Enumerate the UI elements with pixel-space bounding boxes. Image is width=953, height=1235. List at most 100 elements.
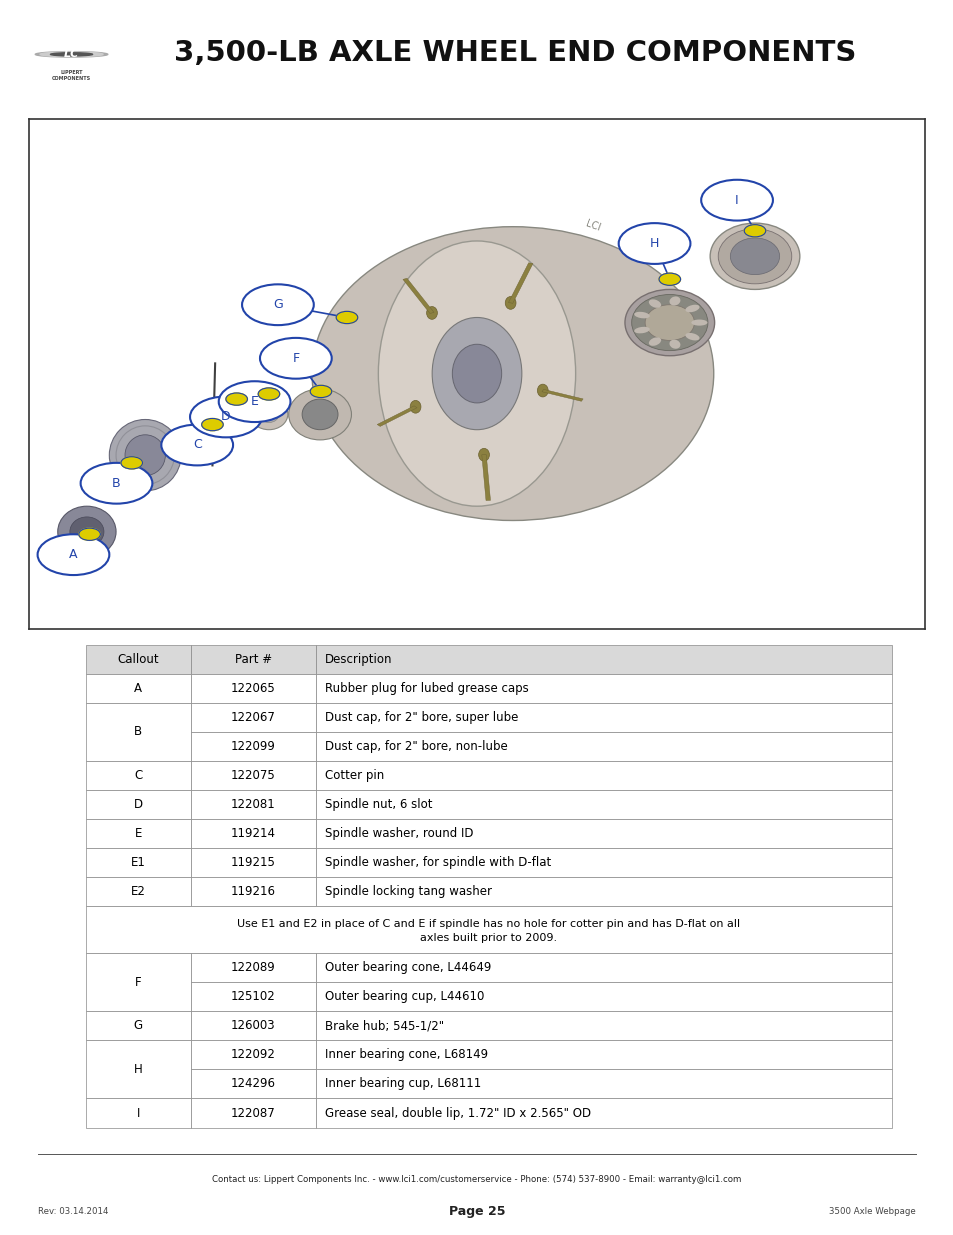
Circle shape <box>218 382 290 422</box>
Ellipse shape <box>478 448 489 461</box>
Text: Rev: 03.14.2014: Rev: 03.14.2014 <box>38 1207 109 1216</box>
Text: Spindle nut, 6 slot: Spindle nut, 6 slot <box>325 798 433 811</box>
Ellipse shape <box>312 227 713 520</box>
Bar <box>191 1070 315 1098</box>
Bar <box>315 819 891 848</box>
Text: Callout: Callout <box>117 653 159 666</box>
Circle shape <box>121 457 142 469</box>
Text: Inner bearing cup, L68111: Inner bearing cup, L68111 <box>325 1077 481 1091</box>
Ellipse shape <box>302 399 337 430</box>
Bar <box>191 703 315 732</box>
Ellipse shape <box>709 224 799 289</box>
Text: G: G <box>133 1019 143 1032</box>
Bar <box>315 790 891 819</box>
Bar <box>191 732 315 761</box>
Text: B: B <box>134 725 142 739</box>
Text: D: D <box>221 410 231 424</box>
FancyArrow shape <box>481 454 490 500</box>
Circle shape <box>35 52 108 57</box>
Text: AXLES AND SUSPENSION: AXLES AND SUSPENSION <box>370 96 583 112</box>
Text: Dust cap, for 2" bore, super lube: Dust cap, for 2" bore, super lube <box>325 711 518 724</box>
Bar <box>86 1011 191 1040</box>
Circle shape <box>242 284 314 325</box>
Text: G: G <box>273 298 282 311</box>
Text: 122089: 122089 <box>231 961 275 974</box>
Ellipse shape <box>669 296 679 305</box>
Text: axles built prior to 2009.: axles built prior to 2009. <box>420 934 557 944</box>
Ellipse shape <box>426 306 436 320</box>
Bar <box>315 877 891 906</box>
Ellipse shape <box>730 238 779 274</box>
Bar <box>191 761 315 790</box>
Text: Outer bearing cone, L44649: Outer bearing cone, L44649 <box>325 961 491 974</box>
Bar <box>315 1070 891 1098</box>
Circle shape <box>258 388 279 400</box>
FancyArrow shape <box>508 263 533 304</box>
FancyArrow shape <box>376 406 416 426</box>
Circle shape <box>201 419 223 431</box>
Ellipse shape <box>634 311 649 319</box>
Bar <box>191 1098 315 1128</box>
Ellipse shape <box>684 333 699 341</box>
Text: I: I <box>735 194 738 206</box>
Bar <box>191 674 315 703</box>
Ellipse shape <box>669 340 679 348</box>
Ellipse shape <box>634 327 649 333</box>
Text: H: H <box>649 237 659 249</box>
Polygon shape <box>214 393 258 436</box>
Text: E2: E2 <box>131 885 146 898</box>
Bar <box>315 982 891 1011</box>
Text: LC: LC <box>64 49 79 59</box>
Text: 119214: 119214 <box>231 827 275 840</box>
Bar <box>86 877 191 906</box>
Ellipse shape <box>432 317 521 430</box>
FancyArrow shape <box>541 389 582 401</box>
Bar <box>86 1040 191 1098</box>
Text: 125102: 125102 <box>231 990 275 1003</box>
Text: LIPPERT
COMPONENTS: LIPPERT COMPONENTS <box>51 70 91 82</box>
Ellipse shape <box>452 345 501 403</box>
Text: 122065: 122065 <box>231 682 275 695</box>
Text: Part #: Part # <box>234 653 272 666</box>
Bar <box>191 1040 315 1070</box>
Text: 122075: 122075 <box>231 769 275 782</box>
Circle shape <box>260 338 332 379</box>
Circle shape <box>190 396 261 437</box>
Ellipse shape <box>691 320 707 326</box>
Ellipse shape <box>125 435 165 475</box>
Bar <box>191 982 315 1011</box>
Circle shape <box>310 385 332 398</box>
Bar <box>191 848 315 877</box>
Bar <box>315 703 891 732</box>
Circle shape <box>743 225 765 237</box>
Text: Outer bearing cup, L44610: Outer bearing cup, L44610 <box>325 990 484 1003</box>
Circle shape <box>226 393 247 405</box>
Text: Spindle washer, for spindle with D-flat: Spindle washer, for spindle with D-flat <box>325 856 551 869</box>
Bar <box>191 877 315 906</box>
Circle shape <box>161 425 233 466</box>
Bar <box>191 953 315 982</box>
Ellipse shape <box>684 305 699 312</box>
FancyArrow shape <box>402 278 434 314</box>
Bar <box>191 645 315 674</box>
Text: 3500 Axle Webpage: 3500 Axle Webpage <box>828 1207 915 1216</box>
Text: E: E <box>134 827 142 840</box>
Text: 119216: 119216 <box>231 885 275 898</box>
Text: E: E <box>251 395 258 408</box>
Text: Rubber plug for lubed grease caps: Rubber plug for lubed grease caps <box>325 682 529 695</box>
Text: F: F <box>292 352 299 364</box>
Circle shape <box>700 180 772 221</box>
Text: C: C <box>193 438 201 452</box>
Text: 119215: 119215 <box>231 856 275 869</box>
Bar <box>86 819 191 848</box>
Text: D: D <box>133 798 143 811</box>
Text: 122087: 122087 <box>231 1107 275 1119</box>
Ellipse shape <box>229 408 245 421</box>
Text: Spindle locking tang washer: Spindle locking tang washer <box>325 885 492 898</box>
Bar <box>315 1011 891 1040</box>
Bar <box>315 674 891 703</box>
Bar <box>86 703 191 761</box>
Text: 3,500-LB AXLE WHEEL END COMPONENTS: 3,500-LB AXLE WHEEL END COMPONENTS <box>173 40 856 67</box>
Ellipse shape <box>70 517 104 547</box>
Ellipse shape <box>250 399 288 430</box>
